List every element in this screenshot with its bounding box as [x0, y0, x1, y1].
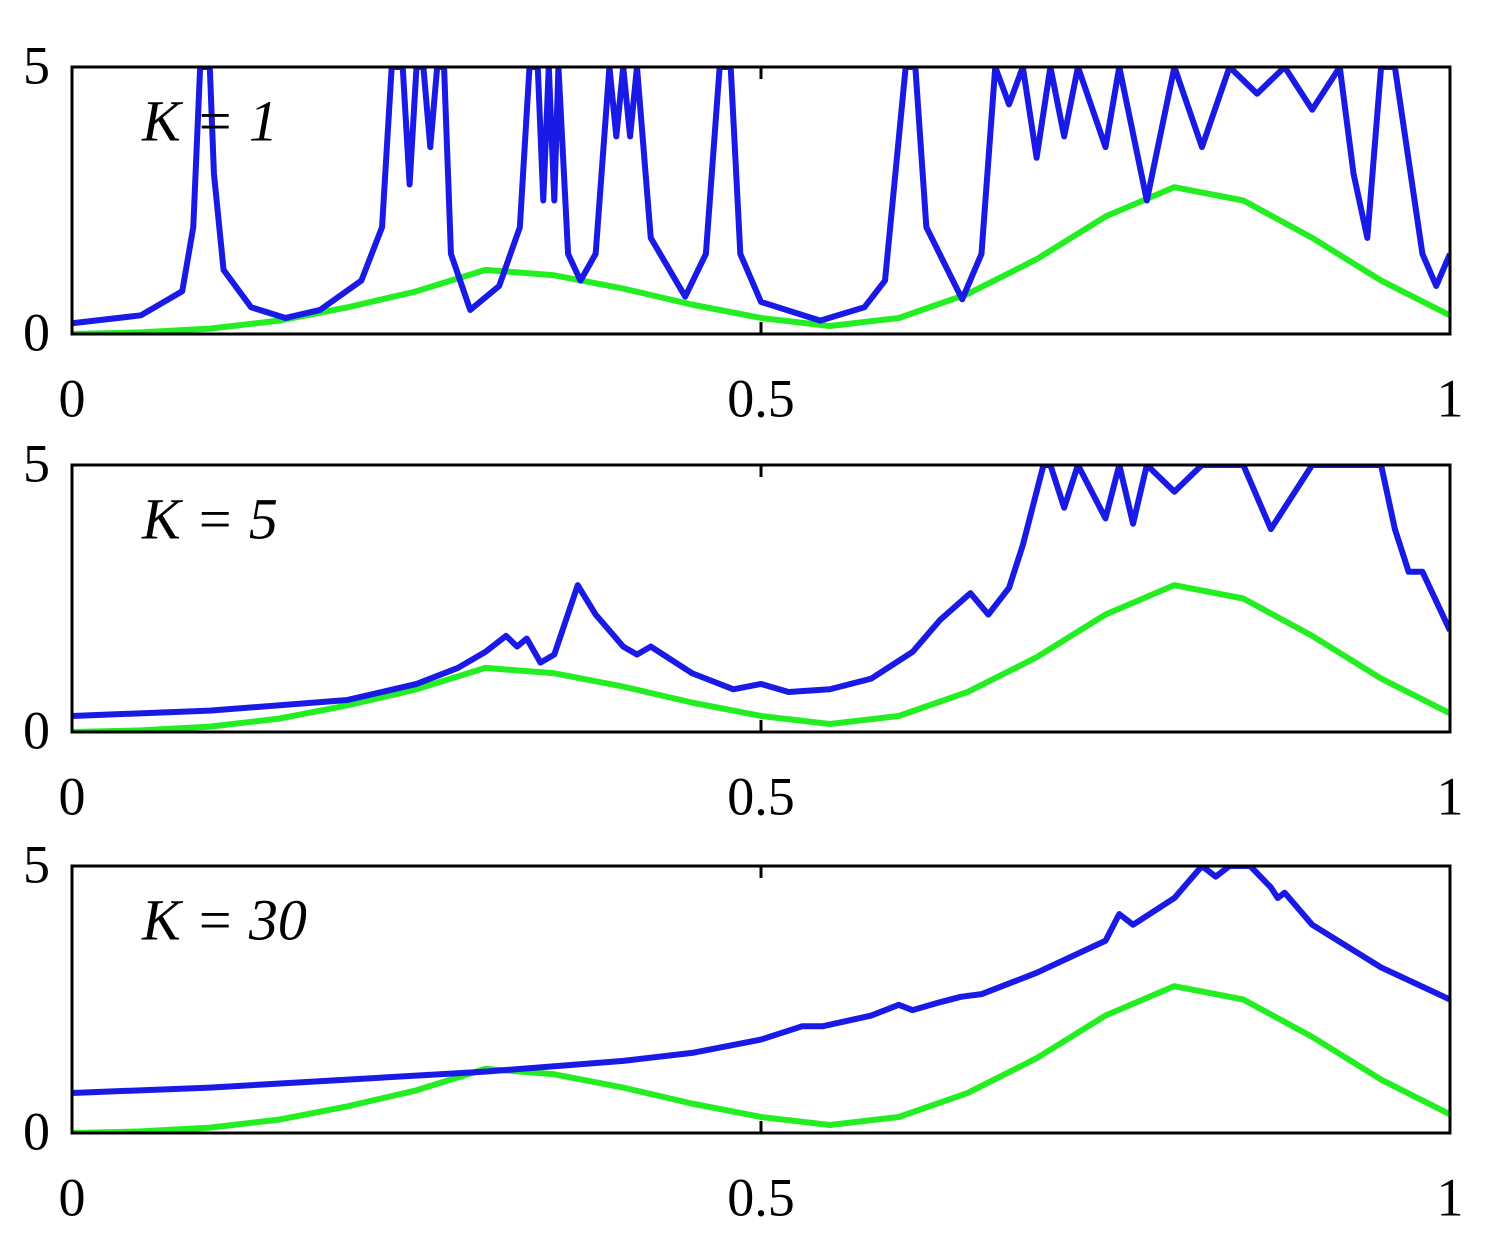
- x-tick-label: 0.5: [727, 766, 795, 826]
- y-tick-label: 5: [23, 433, 50, 493]
- x-tick-label: 1: [1437, 1167, 1464, 1227]
- annotation: K = 30: [141, 887, 307, 952]
- series-line: [72, 866, 1450, 1096]
- y-tick-label: 0: [23, 700, 50, 760]
- panel: 0 0.5 1 0 5 K = 1: [23, 35, 1464, 428]
- x-tick-label: 0: [59, 368, 86, 428]
- series-line: [72, 465, 1450, 719]
- x-tick-label: 1: [1437, 766, 1464, 826]
- series-line: [72, 67, 1450, 327]
- y-tick-label: 0: [23, 1101, 50, 1161]
- series-line: [72, 983, 1450, 1133]
- series-line: [72, 184, 1450, 334]
- series-line: [72, 582, 1450, 732]
- y-tick-label: 5: [23, 35, 50, 95]
- x-tick-label: 0: [59, 766, 86, 826]
- y-tick-label: 0: [23, 302, 50, 362]
- panel: 0 0.5 1 0 5 K = 30: [23, 834, 1464, 1227]
- x-tick-label: 1: [1437, 368, 1464, 428]
- y-tick-label: 5: [23, 834, 50, 894]
- x-tick-label: 0.5: [727, 368, 795, 428]
- x-tick-label: 0.5: [727, 1167, 795, 1227]
- panel: 0 0.5 1 0 5 K = 5: [23, 433, 1464, 826]
- annotation: K = 5: [141, 486, 278, 551]
- annotation: K = 1: [141, 88, 278, 153]
- x-tick-label: 0: [59, 1167, 86, 1227]
